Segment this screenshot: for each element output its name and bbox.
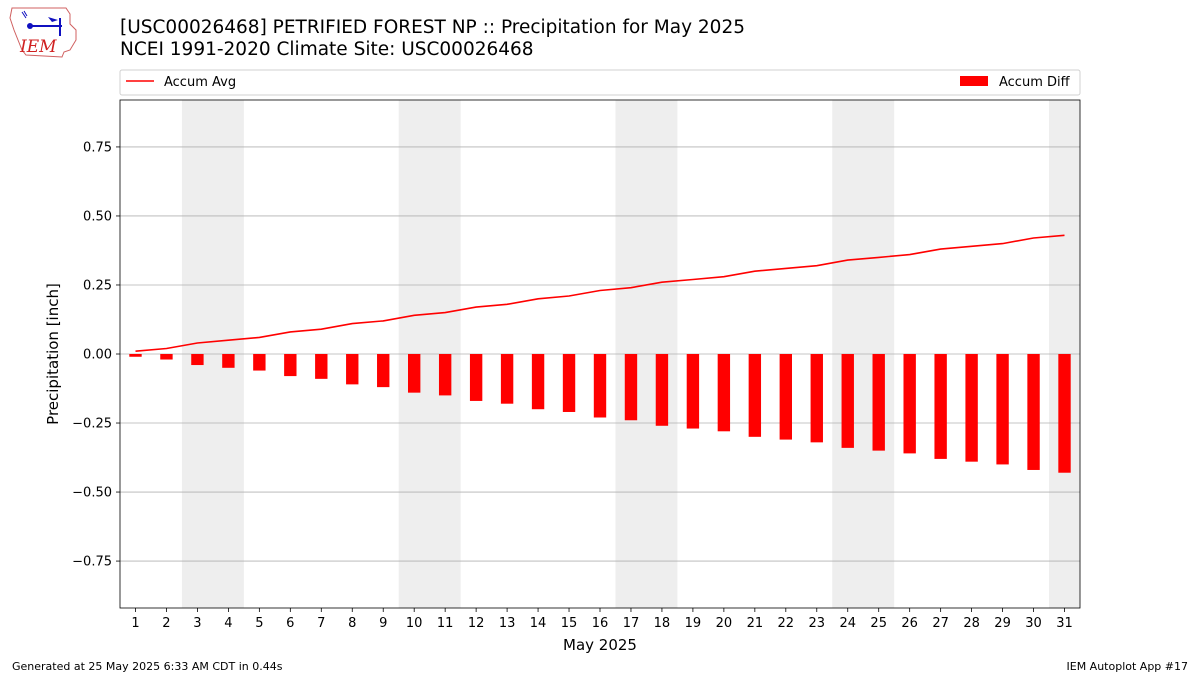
bar-accum-diff-31 — [1058, 354, 1071, 473]
y-tick-label: 0.00 — [83, 348, 112, 363]
x-tick-label: 2 — [162, 616, 170, 631]
bar-accum-diff-27 — [934, 354, 947, 459]
bar-accum-diff-13 — [500, 354, 514, 404]
x-tick-label: 8 — [348, 616, 356, 631]
x-tick-label: 7 — [317, 616, 325, 631]
plot-area: −0.75−0.50−0.250.000.250.500.751 2 3 4 5 6 7 8 9… — [44, 99, 1081, 654]
bar-accum-diff-26 — [903, 354, 916, 454]
bar-accum-diff-7 — [315, 354, 328, 379]
bar-accum-diff-19 — [686, 354, 700, 429]
legend-entry-accum-diff: Accum Diff — [999, 75, 1071, 90]
bar-accum-diff-11 — [438, 354, 452, 396]
x-tick-label: 19 — [685, 616, 702, 631]
bar-accum-diff-10 — [408, 354, 421, 393]
x-tick-label: 14 — [530, 616, 547, 631]
axes-frame — [119, 99, 1081, 609]
x-tick-label: 26 — [901, 616, 918, 631]
bar-accum-diff-28 — [965, 354, 978, 462]
bar-accum-diff-6 — [284, 354, 297, 377]
y-tick-label: −0.25 — [72, 417, 112, 432]
bar-accum-diff-1 — [129, 354, 142, 357]
y-axis-label: Precipitation [inch] — [44, 283, 62, 425]
x-tick-label: 15 — [561, 616, 578, 631]
legend-entry-accum-avg: Accum Avg — [164, 75, 236, 90]
legend-bar-swatch — [960, 76, 988, 86]
y-tick-label: −0.75 — [72, 555, 112, 570]
y-tick-label: −0.50 — [72, 486, 112, 501]
bar-accum-diff-24 — [841, 354, 854, 448]
x-tick-label: 28 — [963, 616, 980, 631]
bar-accum-diff-14 — [531, 354, 545, 410]
x-tick-label: 20 — [716, 616, 733, 631]
y-tick-label: 0.75 — [83, 140, 112, 155]
bar-accum-diff-22 — [779, 354, 792, 440]
x-tick-label: 16 — [592, 616, 609, 631]
x-tick-label: 18 — [654, 616, 671, 631]
x-tick-label: 31 — [1056, 616, 1073, 631]
y-tick-label: 0.25 — [83, 278, 112, 293]
x-tick-label: 11 — [437, 616, 454, 631]
footer-generated: Generated at 25 May 2025 6:33 AM CDT in … — [12, 660, 283, 673]
x-tick-label: 1 — [131, 616, 139, 631]
legend: Accum Avg Accum Diff — [119, 69, 1081, 96]
x-tick-label: 24 — [839, 616, 856, 631]
x-axis-label: May 2025 — [563, 636, 637, 654]
bar-accum-diff-30 — [1027, 354, 1040, 470]
x-tick-label: 3 — [193, 616, 201, 631]
x-tick-label: 17 — [623, 616, 640, 631]
bar-accum-diff-20 — [717, 354, 731, 432]
x-tick-label: 5 — [255, 616, 263, 631]
bar-accum-diff-15 — [562, 354, 576, 412]
x-tick-label: 6 — [286, 616, 294, 631]
bar-accum-diff-29 — [996, 354, 1009, 465]
x-tick-label: 13 — [499, 616, 516, 631]
x-tick-label: 12 — [468, 616, 485, 631]
bar-accum-diff-5 — [253, 354, 266, 371]
bar-accum-diff-18 — [655, 354, 669, 426]
footer-app: IEM Autoplot App #17 — [1066, 660, 1189, 673]
x-tick-label: 10 — [406, 616, 423, 631]
x-tick-label: 23 — [809, 616, 826, 631]
bar-accum-diff-23 — [810, 354, 823, 443]
bar-accum-diff-8 — [346, 354, 359, 385]
iem-logo: IEM — [9, 7, 77, 58]
x-tick-label: 30 — [1025, 616, 1042, 631]
chart-title: [USC00026468] PETRIFIED FOREST NP :: Pre… — [120, 17, 745, 38]
bar-accum-diff-2 — [160, 354, 173, 360]
x-tick-label: 27 — [932, 616, 949, 631]
x-tick-label: 22 — [778, 616, 795, 631]
bar-accum-diff-12 — [469, 354, 483, 401]
bar-accum-diff-25 — [872, 354, 885, 451]
chart-subtitle: NCEI 1991-2020 Climate Site: USC00026468 — [120, 39, 534, 60]
line-accum-avg — [135, 234, 1065, 352]
bar-accum-diff-17 — [624, 354, 638, 421]
bar-accum-diff-16 — [593, 354, 607, 418]
logo-text: IEM — [19, 37, 57, 57]
bar-accum-diff-9 — [377, 354, 390, 388]
bar-accum-diff-21 — [748, 354, 762, 437]
x-tick-label: 25 — [870, 616, 887, 631]
x-tick-label: 29 — [994, 616, 1011, 631]
bar-accum-diff-4 — [222, 354, 235, 368]
x-tick-label: 4 — [224, 616, 232, 631]
bar-accum-diff-3 — [191, 354, 204, 366]
y-tick-label: 0.50 — [83, 209, 112, 224]
x-tick-label: 9 — [379, 616, 387, 631]
x-tick-label: 21 — [747, 616, 764, 631]
